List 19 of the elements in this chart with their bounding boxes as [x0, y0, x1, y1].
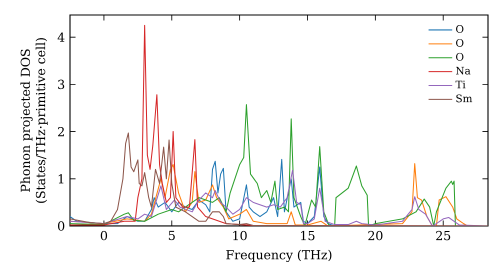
x-tick-label: 5	[168, 230, 175, 240]
y-tick-label: 2	[58, 126, 64, 136]
y-tick-label: 3	[58, 80, 64, 90]
legend-label: O	[456, 38, 464, 47]
x-axis-title: Frequency (THz)	[226, 250, 332, 262]
legend-label: Sm	[456, 94, 472, 102]
y-tick-label: 1	[58, 174, 64, 184]
y-tick-label: 4	[58, 32, 64, 42]
legend-label: O	[456, 52, 464, 61]
y-axis-title: Phonon projected DOS (States/THz·primitive cell)	[20, 38, 48, 203]
legend-label: Ti	[456, 80, 466, 88]
x-tick-label: 0	[100, 230, 108, 240]
x-tick-label: 25	[436, 230, 450, 240]
y-tick-label: 0	[58, 221, 64, 231]
x-tick-label: 10	[233, 230, 247, 240]
legend-label: Na	[456, 66, 470, 75]
legend-label: O	[456, 25, 464, 33]
x-tick-label: 20	[368, 230, 382, 240]
x-tick-label: 15	[301, 230, 314, 240]
